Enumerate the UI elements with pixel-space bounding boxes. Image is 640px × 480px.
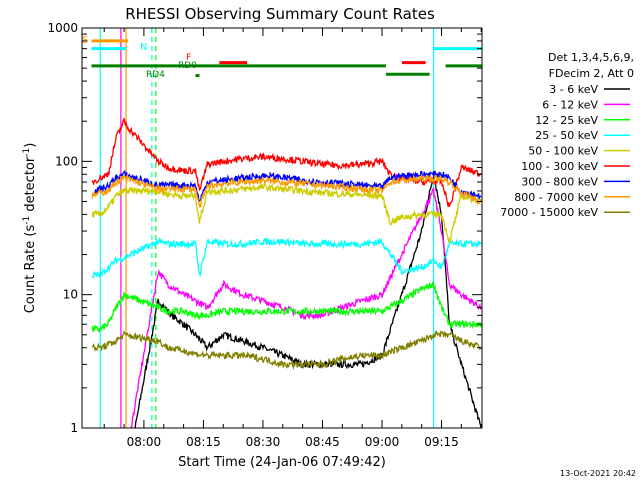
- x-tick-label-0830: 08:30: [246, 435, 281, 449]
- plot-frame: [81, 27, 483, 429]
- legend-label-6: 300 - 800 keV: [521, 175, 598, 188]
- annotation-label-n: N: [140, 42, 147, 53]
- legend-label-3: 25 - 50 keV: [535, 129, 598, 142]
- series-line-2: [91, 281, 482, 334]
- legend-label-0: 3 - 6 keV: [549, 83, 598, 96]
- series-line-4: [91, 182, 482, 244]
- legend: Det 1,3,4,5,6,9, FDecim 2, Att 0 3 - 6 k…: [500, 51, 634, 219]
- annotation-label-f: F: [186, 53, 191, 63]
- x-axis-label: Start Time (24-Jan-06 07:49:42): [178, 455, 386, 470]
- y-axis-label-part2: detector: [23, 156, 38, 216]
- y-axis-label-sup2: -1: [22, 148, 32, 157]
- y-axis-label: Count Rate (s-1 detector-1): [22, 143, 38, 314]
- y-tick-label-100: 100: [55, 154, 78, 168]
- series-line-3: [91, 237, 482, 279]
- chart-title: RHESSI Observing Summary Count Rates: [125, 5, 435, 23]
- legend-header-line-1: Det 1,3,4,5,6,9,: [548, 51, 634, 64]
- legend-label-8: 7000 - 15000 keV: [500, 206, 598, 219]
- annotation-label-rd4: RD4: [146, 70, 165, 80]
- series-line-8: [91, 330, 482, 371]
- legend-label-5: 100 - 300 keV: [521, 160, 598, 173]
- legend-label-2: 12 - 25 keV: [535, 114, 598, 127]
- y-axis: 1 10 100 1000: [47, 21, 482, 435]
- legend-label-4: 50 - 100 keV: [528, 145, 598, 158]
- series-line-7: [91, 173, 482, 209]
- annotation-label-rd0: RD0: [178, 61, 197, 71]
- x-tick-label-0815: 08:15: [186, 435, 221, 449]
- plot-area: [91, 28, 482, 428]
- legend-label-1: 6 - 12 keV: [542, 98, 598, 111]
- footer-timestamp: 13-Oct-2021 20:42: [560, 469, 636, 478]
- y-tick-label-1: 1: [70, 421, 78, 435]
- legend-header-line-2: FDecim 2, Att 0: [549, 67, 634, 80]
- x-axis: 08:00 08:15 08:30 08:45 09:00 09:15: [103, 28, 482, 449]
- plot-content: [91, 28, 482, 428]
- x-tick-label-0800: 08:00: [127, 435, 162, 449]
- y-tick-label-1000: 1000: [47, 21, 78, 35]
- y-tick-label-10: 10: [63, 288, 78, 302]
- legend-label-7: 800 - 7000 keV: [514, 191, 598, 204]
- y-axis-label-part3: ): [23, 143, 38, 148]
- x-tick-label-0915: 09:15: [424, 435, 459, 449]
- x-tick-label-0845: 08:45: [305, 435, 340, 449]
- x-tick-label-0900: 09:00: [365, 435, 400, 449]
- y-axis-label-sup1: -1: [22, 216, 32, 225]
- y-axis-label-part1: Count Rate (s: [23, 225, 38, 314]
